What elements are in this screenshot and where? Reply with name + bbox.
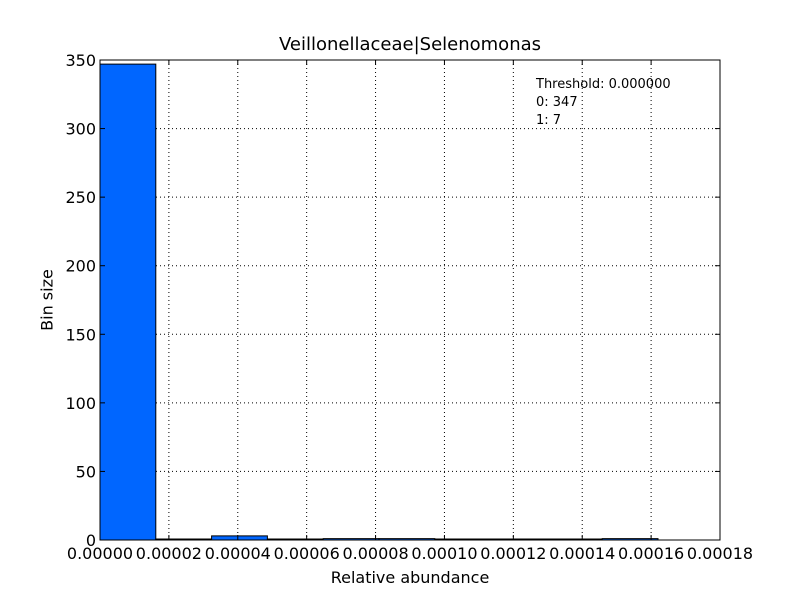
y-tick-label: 100 <box>65 394 96 413</box>
count-0-annotation: 0: 347 <box>536 95 578 110</box>
count-1-annotation: 1: 7 <box>536 113 562 128</box>
x-tick-label: 0.00014 <box>549 544 615 563</box>
y-tick-label: 300 <box>65 120 96 139</box>
y-axis-label: Bin size <box>37 269 57 331</box>
x-tick-label: 0.00006 <box>274 544 340 563</box>
x-tick-label: 0.00004 <box>205 544 271 563</box>
x-tick-label: 0.00008 <box>342 544 408 563</box>
y-tick-label: 50 <box>76 462 96 481</box>
y-tick-label: 350 <box>65 51 96 70</box>
x-tick-label: 0.00012 <box>480 544 546 563</box>
x-tick-label: 0.00010 <box>411 544 477 563</box>
threshold-annotation: Threshold: 0.000000 <box>536 77 671 92</box>
x-tick-label: 0.00016 <box>618 544 684 563</box>
y-tick-label: 0 <box>86 531 96 550</box>
histogram-bar <box>99 63 157 541</box>
x-tick-label: 0.00002 <box>136 544 202 563</box>
x-tick-label: 0.00018 <box>687 544 753 563</box>
chart-title: Veillonellaceae|Selenomonas <box>278 34 542 55</box>
x-tick-label: 0.00000 <box>67 544 133 563</box>
y-tick-label: 250 <box>65 188 96 207</box>
y-tick-label: 150 <box>65 325 96 344</box>
y-tick-label: 200 <box>65 257 96 276</box>
x-axis-label: Relative abundance <box>330 568 490 587</box>
histogram-bar <box>211 535 268 541</box>
plot-frame <box>99 59 721 541</box>
